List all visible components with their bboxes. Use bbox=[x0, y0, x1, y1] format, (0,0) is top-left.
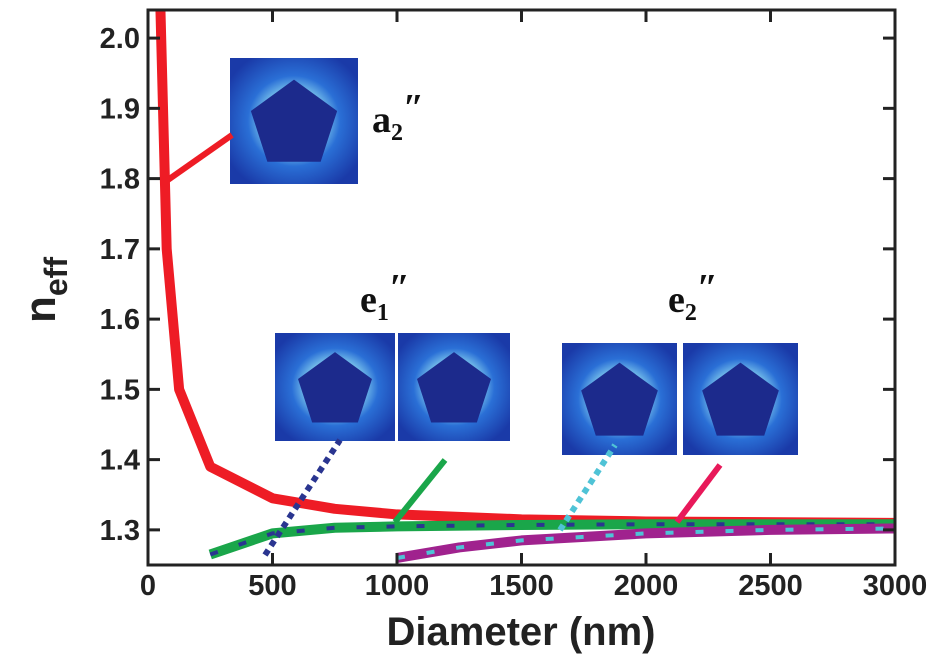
annotation-text: a bbox=[372, 99, 391, 141]
pentagon bbox=[417, 352, 491, 423]
y-tick-label: 1.8 bbox=[100, 164, 140, 196]
x-tick-label: 500 bbox=[248, 570, 296, 602]
data-line-dash bbox=[209, 522, 895, 557]
data-line-dash bbox=[396, 526, 895, 560]
annotation-text: e bbox=[360, 279, 377, 321]
x-tick-label: 1000 bbox=[365, 570, 430, 602]
annotation-text: e bbox=[668, 279, 685, 321]
y-axis-title-sub: eff bbox=[38, 257, 74, 296]
pentagon bbox=[250, 79, 338, 162]
annotation-prime: ″ bbox=[403, 87, 424, 129]
annotation-sub: 2 bbox=[685, 300, 697, 326]
annotation-sub: 1 bbox=[377, 300, 389, 326]
x-tick-label: 2000 bbox=[614, 570, 679, 602]
pointer-line bbox=[557, 443, 618, 532]
y-tick-label: 1.9 bbox=[100, 93, 140, 125]
annotation-prime: ″ bbox=[389, 267, 410, 309]
x-tick-label: 2500 bbox=[738, 570, 803, 602]
annotation: a2″ bbox=[372, 87, 424, 146]
pointer-line bbox=[262, 438, 343, 557]
annotation: e1″ bbox=[360, 267, 410, 326]
annotation-prime: ″ bbox=[697, 267, 718, 309]
insets bbox=[230, 58, 798, 455]
annotation-sub: 2 bbox=[391, 120, 403, 146]
pentagon bbox=[702, 362, 779, 436]
y-tick-label: 1.5 bbox=[100, 374, 140, 406]
x-axis-title: Diameter (nm) bbox=[387, 610, 656, 654]
x-tick-label: 1500 bbox=[489, 570, 554, 602]
y-axis-title: neff bbox=[16, 257, 74, 323]
annotation: e2″ bbox=[668, 267, 718, 326]
pentagon bbox=[581, 362, 658, 436]
plot bbox=[155, 10, 895, 563]
x-tick-label: 0 bbox=[140, 570, 156, 602]
y-axis-title-main: n bbox=[16, 296, 65, 323]
pentagon bbox=[298, 352, 372, 423]
pointer-line bbox=[392, 458, 448, 524]
y-tick-label: 1.3 bbox=[100, 515, 140, 547]
y-tick-label: 2.0 bbox=[100, 23, 140, 55]
y-tick-label: 1.4 bbox=[100, 445, 140, 477]
pointer-line bbox=[163, 132, 234, 185]
x-tick-label: 3000 bbox=[863, 570, 928, 602]
pointer-line bbox=[674, 463, 723, 524]
y-tick-label: 1.6 bbox=[100, 304, 140, 336]
y-tick-label: 1.7 bbox=[100, 234, 140, 266]
